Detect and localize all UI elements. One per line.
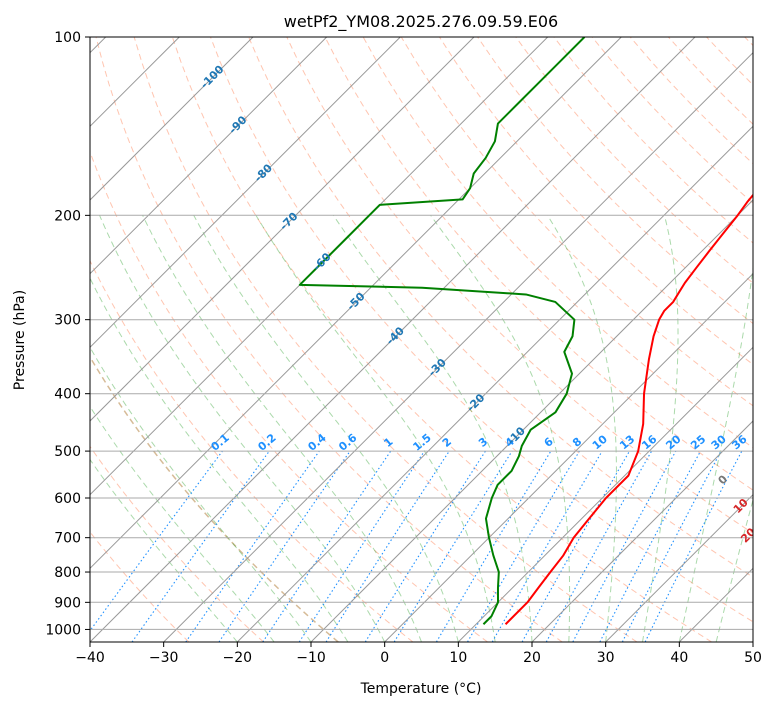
x-tick-label: −30 bbox=[149, 650, 179, 666]
x-tick-label: 50 bbox=[744, 650, 762, 666]
chart-title: wetPf2_YM08.2025.276.09.59.E06 bbox=[284, 12, 558, 32]
y-tick-label: 500 bbox=[54, 444, 81, 460]
theta-e-label: 40 bbox=[766, 586, 775, 606]
y-tick-label: 100 bbox=[54, 30, 81, 46]
y-tick-label: 600 bbox=[54, 491, 81, 507]
y-tick-label: 300 bbox=[54, 313, 81, 329]
x-tick-label: 20 bbox=[523, 650, 541, 666]
y-tick-label: 400 bbox=[54, 387, 81, 403]
y-tick-label: 900 bbox=[54, 595, 81, 611]
x-tick-label: 0 bbox=[380, 650, 389, 666]
x-tick-label: 40 bbox=[670, 650, 688, 666]
y-axis-label: Pressure (hPa) bbox=[12, 290, 28, 390]
y-tick-label: 200 bbox=[54, 208, 81, 224]
theta-e-label: 30 bbox=[751, 557, 771, 577]
x-tick-label: −10 bbox=[296, 650, 326, 666]
y-tick-label: 800 bbox=[54, 565, 81, 581]
x-tick-label: 10 bbox=[449, 650, 467, 666]
x-tick-label: −40 bbox=[75, 650, 105, 666]
x-axis-label: Temperature (°C) bbox=[360, 681, 482, 697]
x-tick-label: 30 bbox=[597, 650, 615, 666]
x-tick-label: −20 bbox=[223, 650, 253, 666]
y-tick-label: 700 bbox=[54, 531, 81, 547]
y-tick-label: 1000 bbox=[45, 622, 81, 638]
isotherm-line bbox=[753, 37, 775, 642]
